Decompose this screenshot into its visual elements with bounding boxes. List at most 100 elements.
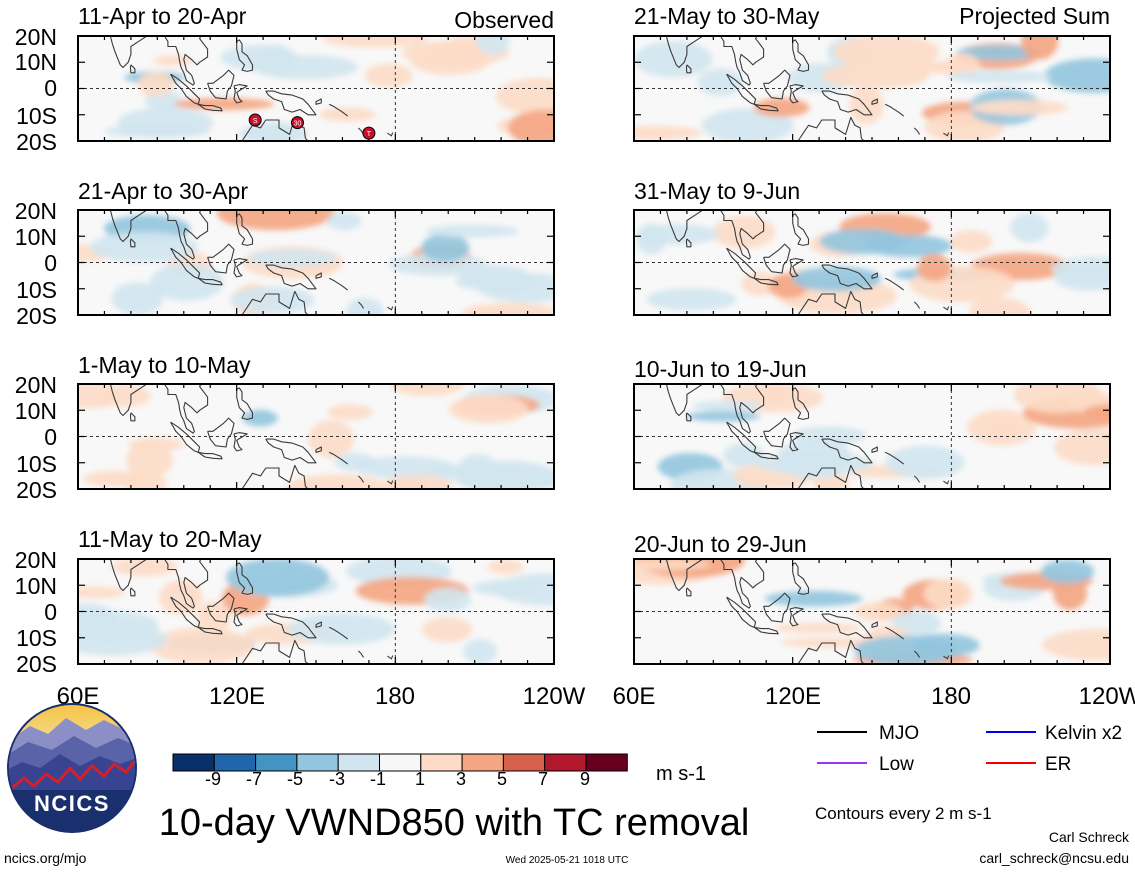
coastline: [884, 626, 905, 640]
map-frame: [633, 383, 1111, 490]
coastline: [197, 277, 223, 286]
lat-label-20s: 20S: [16, 651, 57, 677]
anomaly-blob: [308, 419, 354, 458]
anomaly-blob: [153, 55, 194, 66]
anomaly-shading: [634, 559, 1110, 664]
anomaly-blob: [216, 210, 335, 231]
coastline: [821, 90, 873, 116]
coastline: [789, 432, 804, 452]
colorbar-segment: [585, 753, 628, 772]
coastline: [233, 84, 248, 104]
anomaly-blob: [968, 297, 1030, 315]
coastline: [263, 2, 266, 7]
coastline: [884, 103, 905, 117]
coastline: [163, 210, 209, 260]
colorbar-tick-label: 3: [456, 769, 466, 789]
coastline: [943, 480, 950, 485]
anomaly-blob: [1083, 405, 1110, 419]
lat-label-10s: 10S: [16, 277, 57, 303]
anomaly-blob: [421, 233, 470, 263]
coastline: [315, 446, 322, 453]
tc-marker-label: S: [253, 118, 258, 125]
figure-title: 10-day VWND850 with TC removal: [159, 802, 750, 844]
anomaly-blob: [923, 578, 973, 609]
coastline: [665, 559, 704, 592]
anomaly-blob: [753, 98, 810, 118]
anomaly-blob: [985, 421, 1020, 439]
legend-label-kelvin: Kelvin x2: [1045, 723, 1122, 744]
map-panel-6: [633, 383, 1111, 490]
coastline: [109, 210, 148, 243]
map-frame: [77, 209, 555, 316]
coastline: [943, 132, 950, 137]
coastline: [207, 592, 235, 623]
anomaly-blob: [634, 41, 713, 78]
anomaly-blob: [697, 68, 743, 97]
coastline: [913, 650, 921, 658]
anomaly-blob: [391, 384, 465, 397]
colorbar-tick-label: -9: [205, 769, 221, 789]
map-panel-8: [633, 558, 1111, 665]
anomaly-blob: [692, 400, 763, 412]
coastline: [792, 213, 810, 246]
anomaly-shading: [657, 384, 1110, 489]
coastlines: [665, 559, 950, 664]
colorbar-tick-label: 5: [497, 769, 507, 789]
map-frame: [633, 209, 1111, 316]
anomaly-blob: [819, 228, 908, 255]
coastline: [387, 655, 394, 660]
lat-label-10s: 10S: [16, 103, 57, 129]
colorbar-tick-label: 7: [538, 769, 548, 789]
anomaly-blob: [1010, 212, 1049, 243]
colorbar-tick-label: 9: [580, 769, 590, 789]
coastline: [357, 301, 365, 309]
anomaly-blob: [780, 453, 846, 479]
panel-title-6: 10-Jun to 19-Jun: [634, 356, 807, 382]
anomaly-blob: [78, 586, 126, 599]
map-panel-3: [77, 209, 555, 316]
site-url: ncics.org/mjo: [4, 850, 87, 866]
coastlines: [665, 210, 950, 315]
anomaly-blob: [885, 445, 965, 480]
anomaly-blob: [327, 404, 373, 420]
tc-marker: 30: [290, 116, 304, 130]
coastline: [719, 210, 765, 260]
coastline: [913, 475, 921, 483]
anomaly-blob: [1042, 629, 1110, 661]
lon-label-120w: 120W: [523, 683, 586, 710]
coastline: [197, 626, 223, 635]
coastline: [789, 607, 804, 627]
lat-label-eq: 0: [44, 250, 57, 276]
coastline: [719, 36, 765, 86]
anomaly-blob: [242, 409, 278, 427]
anomaly-blob: [462, 302, 554, 315]
coastline: [236, 39, 254, 72]
colorbar-tick-label: -5: [287, 769, 303, 789]
anomaly-blob: [89, 231, 199, 263]
anomaly-blob: [259, 44, 294, 74]
coastline: [871, 98, 878, 105]
anomaly-blob: [149, 263, 224, 301]
coastline: [792, 387, 810, 420]
logo-temperature-line: [11, 761, 135, 790]
anomaly-blob: [1051, 256, 1110, 282]
anomaly-blob: [712, 215, 776, 249]
panel-title-8: 20-Jun to 29-Jun: [634, 531, 807, 557]
anomaly-shading: [635, 212, 1110, 315]
coastline: [871, 621, 878, 628]
anomaly-blob: [476, 36, 510, 55]
anomaly-blob: [970, 99, 1068, 116]
coastline: [109, 36, 148, 69]
coastline: [357, 475, 365, 483]
coastline: [763, 69, 791, 100]
panel-title-7: 11-May to 20-May: [78, 526, 262, 552]
coastline: [753, 103, 779, 112]
tc-marker: S: [248, 113, 262, 127]
lat-label-eq: 0: [44, 75, 57, 101]
anomaly-blob: [1053, 429, 1110, 466]
coastline: [263, 350, 266, 355]
coastline: [129, 587, 136, 597]
coastline: [109, 384, 148, 417]
coastline: [797, 290, 865, 315]
coastline: [685, 64, 692, 74]
